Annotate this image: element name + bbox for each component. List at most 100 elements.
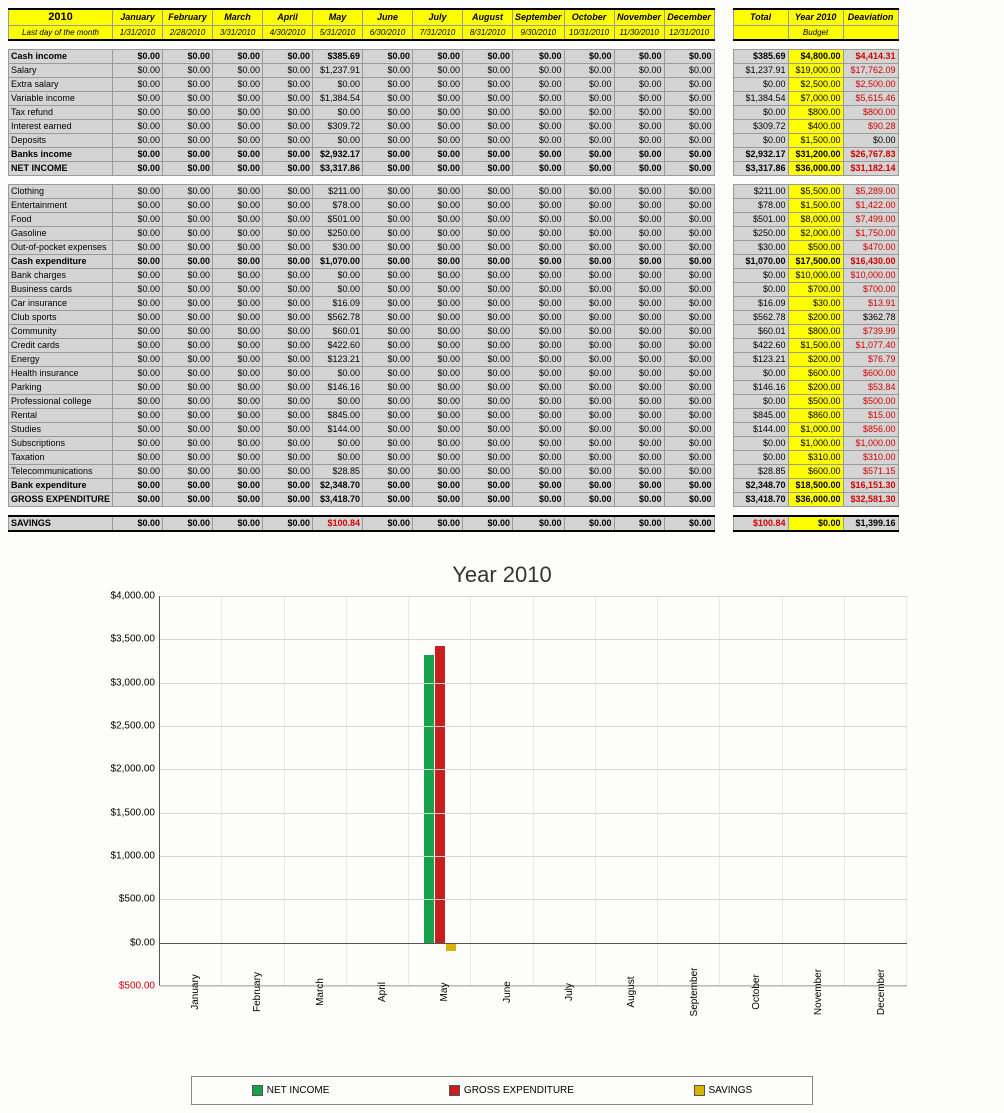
cell-value: $1,384.54: [313, 92, 363, 106]
deviation-cell: $5,289.00: [843, 185, 898, 199]
budget-cell: $31,200.00: [788, 148, 843, 162]
x-axis-label: October: [751, 974, 762, 1010]
cell-value: $0.00: [614, 92, 664, 106]
row-label: Tax refund: [9, 106, 113, 120]
cell-value: $0.00: [513, 451, 565, 465]
x-axis-label: November: [813, 969, 824, 1015]
total-cell: $0.00: [733, 395, 788, 409]
month-column: [347, 596, 409, 985]
cell-value: $0.00: [463, 516, 513, 531]
cell-value: $0.00: [263, 213, 313, 227]
cell-value: $0.00: [463, 120, 513, 134]
cell-value: $0.00: [163, 493, 213, 507]
cell-value: $0.00: [313, 451, 363, 465]
legend-item: NET INCOME: [252, 1085, 330, 1096]
cell-value: $0.00: [363, 381, 413, 395]
row-label: Clothing: [9, 185, 113, 199]
cell-value: $0.00: [664, 367, 714, 381]
total-cell: $0.00: [733, 106, 788, 120]
cell-value: $250.00: [313, 227, 363, 241]
x-axis-label: May: [439, 983, 450, 1002]
deviation-cell: $2,500.00: [843, 78, 898, 92]
row-label: SAVINGS: [9, 516, 113, 531]
cell-value: $0.00: [413, 423, 463, 437]
deviation-cell: $0.00: [843, 134, 898, 148]
cell-value: $0.00: [263, 409, 313, 423]
cell-value: $0.00: [513, 199, 565, 213]
cell-value: $0.00: [213, 162, 263, 176]
cell-value: $0.00: [513, 148, 565, 162]
cell-value: $0.00: [614, 381, 664, 395]
cell-value: $0.00: [163, 516, 213, 531]
cell-value: $0.00: [263, 465, 313, 479]
cell-value: $0.00: [363, 148, 413, 162]
budget-cell: $700.00: [788, 283, 843, 297]
total-cell: $211.00: [733, 185, 788, 199]
month-column: [160, 596, 222, 985]
cell-value: $0.00: [113, 120, 163, 134]
cell-value: $0.00: [363, 241, 413, 255]
cell-value: $0.00: [463, 451, 513, 465]
x-axis-label: August: [626, 976, 637, 1007]
budget-cell: $8,000.00: [788, 213, 843, 227]
cell-value: $0.00: [413, 148, 463, 162]
cell-value: $0.00: [614, 423, 664, 437]
cell-value: $0.00: [664, 78, 714, 92]
cell-value: $0.00: [614, 465, 664, 479]
year-cell: 2010: [9, 9, 113, 26]
date-header: 12/31/2010: [664, 26, 714, 41]
total-cell: $0.00: [733, 134, 788, 148]
cell-value: $0.00: [113, 409, 163, 423]
cell-value: $3,418.70: [313, 493, 363, 507]
cell-value: $0.00: [463, 437, 513, 451]
cell-value: $0.00: [664, 269, 714, 283]
total-cell: $60.01: [733, 325, 788, 339]
month-header: February: [163, 9, 213, 26]
cell-value: $0.00: [263, 423, 313, 437]
cell-value: $0.00: [363, 64, 413, 78]
budget-cell: $1,500.00: [788, 199, 843, 213]
cell-value: $0.00: [113, 106, 163, 120]
budget-cell: $1,500.00: [788, 134, 843, 148]
y-axis-label: $1,000.00: [111, 851, 156, 862]
cell-value: $0.00: [413, 64, 463, 78]
cell-value: $0.00: [163, 227, 213, 241]
cell-value: $0.00: [513, 269, 565, 283]
cell-value: $0.00: [263, 516, 313, 531]
cell-value: $0.00: [363, 134, 413, 148]
cell-value: $0.00: [513, 162, 565, 176]
row-label: Telecommunications: [9, 465, 113, 479]
cell-value: $0.00: [564, 64, 614, 78]
cell-value: $0.00: [614, 241, 664, 255]
cell-value: $0.00: [313, 106, 363, 120]
cell-value: $0.00: [263, 269, 313, 283]
deviation-cell: $571.15: [843, 465, 898, 479]
cell-value: $0.00: [564, 185, 614, 199]
budget-cell: $7,000.00: [788, 92, 843, 106]
budget-cell: $310.00: [788, 451, 843, 465]
cell-value: $0.00: [564, 465, 614, 479]
cell-value: $0.00: [564, 227, 614, 241]
row-label: Gasoline: [9, 227, 113, 241]
cell-value: $0.00: [363, 325, 413, 339]
row-label: NET INCOME: [9, 162, 113, 176]
cell-value: $0.00: [113, 64, 163, 78]
cell-value: $0.00: [413, 185, 463, 199]
cell-value: $78.00: [313, 199, 363, 213]
month-column: [285, 596, 347, 985]
row-label: Club sports: [9, 311, 113, 325]
cell-value: $0.00: [363, 227, 413, 241]
x-axis-label: July: [564, 983, 575, 1001]
cell-value: $0.00: [163, 50, 213, 64]
cell-value: $0.00: [413, 381, 463, 395]
cell-value: $0.00: [413, 465, 463, 479]
cell-value: $0.00: [664, 185, 714, 199]
cell-value: $60.01: [313, 325, 363, 339]
cell-value: $0.00: [113, 134, 163, 148]
total-cell: $123.21: [733, 353, 788, 367]
cell-value: $0.00: [463, 493, 513, 507]
cell-value: $0.00: [463, 148, 513, 162]
cell-value: $0.00: [263, 162, 313, 176]
cell-value: $0.00: [363, 92, 413, 106]
cell-value: $1,237.91: [313, 64, 363, 78]
